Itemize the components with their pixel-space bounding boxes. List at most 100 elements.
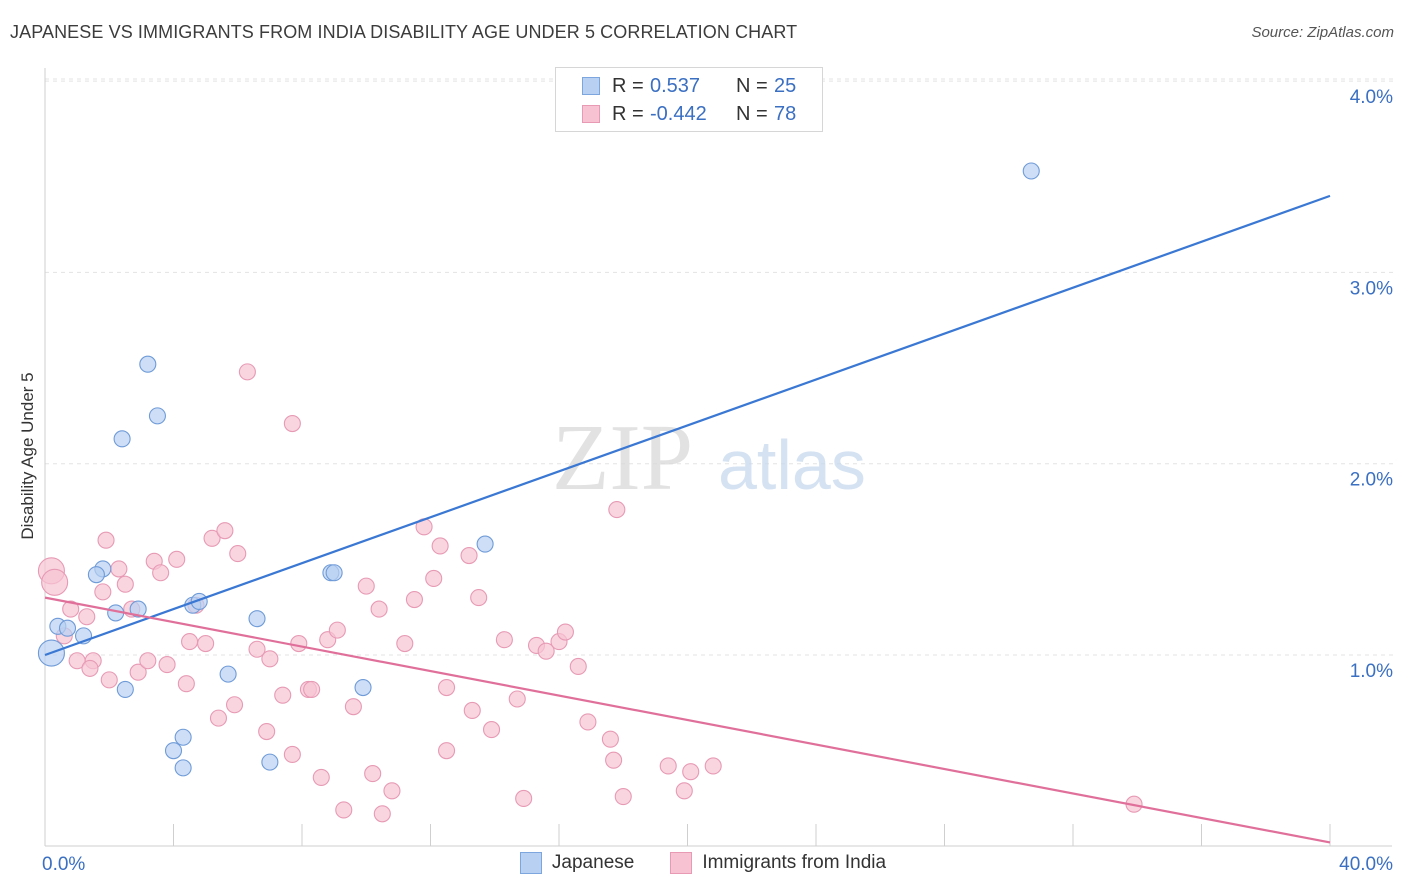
india-point	[41, 568, 69, 596]
india-point	[605, 751, 623, 769]
japanese-point	[174, 728, 192, 746]
india-point	[100, 671, 118, 689]
japanese-point	[1022, 162, 1040, 180]
japanese-point	[164, 742, 183, 760]
india-point	[274, 686, 292, 704]
india-point	[373, 805, 391, 823]
india-point	[556, 623, 574, 641]
india-point	[438, 678, 456, 697]
series-swatch-india	[670, 852, 693, 874]
japanese-points	[37, 162, 1040, 777]
japanese-point	[87, 566, 105, 584]
india-point	[601, 730, 619, 748]
india-point	[62, 600, 80, 618]
legend-row-india: R = -0.442 N = 78	[582, 101, 796, 127]
japanese-point	[219, 665, 237, 683]
india-point	[283, 414, 301, 433]
india-point	[515, 789, 533, 808]
india-point	[168, 550, 186, 568]
india-point	[579, 713, 597, 731]
india-points	[37, 363, 1143, 823]
series-label-india: Immigrants from India	[702, 852, 887, 873]
india-point	[290, 634, 308, 653]
india-point	[139, 652, 157, 670]
y-tick-label: 2.0%	[1350, 470, 1393, 491]
series-legend-japanese: Japanese	[519, 852, 635, 874]
india-point	[357, 577, 375, 595]
watermark: ZIP atlas	[552, 406, 866, 510]
legend-r-value: -0.442	[650, 102, 707, 125]
watermark-atlas: atlas	[718, 426, 866, 504]
india-point	[495, 631, 513, 649]
legend-n-label: N =	[736, 74, 768, 97]
source-label: Source: ZipAtlas.com	[1251, 24, 1394, 41]
india-point	[78, 608, 96, 626]
india-point	[216, 522, 234, 540]
india-point	[312, 768, 330, 786]
india-point	[197, 634, 215, 653]
india-point	[704, 757, 722, 775]
legend-r-label: R =	[612, 74, 644, 97]
series-label-japanese: Japanese	[551, 852, 635, 873]
india-point	[383, 782, 401, 800]
x-tick-label-left: 0.0%	[42, 854, 85, 875]
india-point	[682, 763, 700, 781]
india-point	[238, 363, 256, 381]
japanese-point	[261, 753, 279, 771]
trend-lines	[44, 194, 1331, 844]
india-point	[537, 642, 555, 660]
india-point	[396, 634, 414, 653]
india-point	[328, 621, 346, 639]
india-point	[97, 531, 115, 549]
legend-r-value: 0.537	[650, 74, 701, 97]
watermark-zip: ZIP	[552, 406, 693, 510]
india-point	[258, 722, 276, 741]
japanese-trend-line	[44, 194, 1331, 657]
y-tick-label: 3.0%	[1350, 278, 1393, 299]
series-legend-india: Immigrants from India	[670, 852, 886, 874]
india-point	[470, 589, 488, 607]
india-point	[425, 569, 443, 588]
india-point	[431, 537, 449, 555]
india-point	[303, 680, 321, 698]
india-point	[364, 765, 382, 783]
india-point	[248, 640, 266, 658]
india-point	[177, 675, 195, 693]
india-point	[203, 529, 221, 547]
india-point	[158, 656, 176, 674]
legend-swatch-india	[582, 105, 600, 123]
japanese-point	[325, 564, 343, 582]
x-tick-label-right: 40.0%	[1339, 854, 1393, 875]
japanese-point	[116, 680, 134, 698]
tick-labels: 1.0% 2.0% 3.0% 4.0% 0.0% 40.0%	[42, 87, 1393, 875]
india-point	[209, 709, 228, 727]
japanese-point	[139, 355, 157, 373]
series-legend: Japanese Immigrants from India	[0, 852, 1406, 874]
india-point	[460, 546, 478, 565]
legend-swatch-japanese	[582, 77, 600, 95]
india-point	[438, 742, 456, 760]
india-point	[508, 690, 526, 708]
india-point	[614, 788, 632, 806]
legend-n-value: 25	[774, 74, 797, 97]
series-swatch-japanese	[519, 852, 542, 874]
legend-n-value: 78	[774, 102, 797, 125]
india-point	[482, 721, 501, 739]
india-point	[335, 801, 353, 819]
y-tick-label: 4.0%	[1350, 87, 1393, 108]
legend-n-label: N =	[736, 102, 768, 125]
india-point	[659, 757, 677, 775]
chart-title: JAPANESE VS IMMIGRANTS FROM INDIA DISABI…	[10, 22, 798, 42]
japanese-point	[58, 619, 77, 637]
japanese-point	[129, 600, 147, 618]
y-axis-label: Disability Age Under 5	[18, 372, 37, 539]
correlation-legend: R = 0.537 N = 25 R = -0.442 N = 78	[555, 67, 823, 132]
india-point	[370, 600, 388, 618]
japanese-point	[174, 759, 192, 777]
india-point	[283, 745, 301, 764]
india-point	[463, 701, 481, 720]
legend-r-label: R =	[612, 102, 644, 125]
india-point	[181, 633, 199, 651]
india-point	[81, 659, 99, 677]
